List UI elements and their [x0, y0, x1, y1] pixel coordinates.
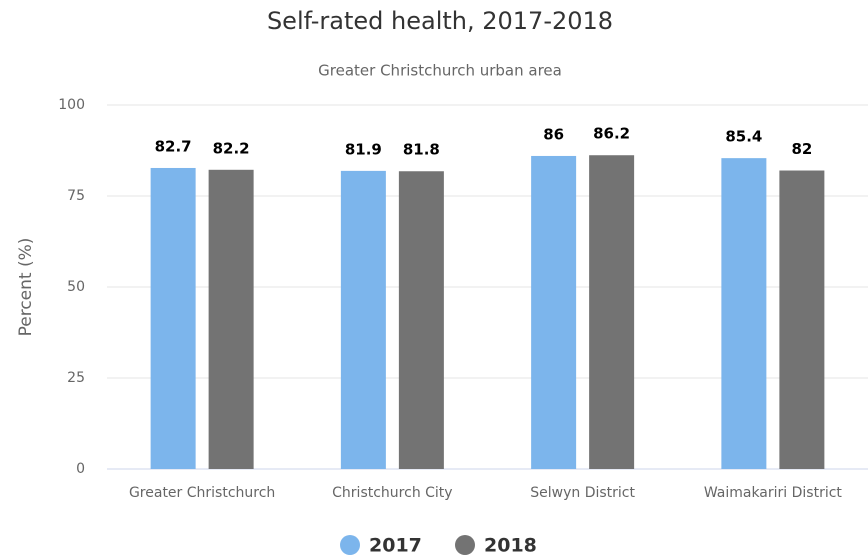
data-label: 86.2	[593, 125, 630, 143]
data-label: 86	[543, 125, 564, 143]
legend-label: 2018	[484, 535, 537, 557]
legend-marker	[340, 535, 360, 555]
y-tick-label: 75	[67, 188, 85, 204]
y-tick-label: 50	[67, 279, 85, 295]
legend-label: 2017	[369, 535, 422, 557]
bar	[340, 170, 386, 469]
y-tick-label: 25	[67, 370, 85, 386]
bar	[779, 170, 825, 469]
bar	[721, 158, 767, 470]
data-label: 85.4	[725, 128, 762, 146]
bar	[208, 169, 254, 470]
chart-title: Self-rated health, 2017-2018	[267, 7, 613, 35]
x-tick-label: Christchurch City	[332, 485, 452, 501]
y-axis-label: Percent (%)	[16, 238, 36, 337]
data-label: 81.8	[403, 141, 440, 159]
y-tick-label: 0	[76, 461, 85, 477]
x-tick-label: Waimakariri District	[704, 485, 843, 501]
chart-subtitle: Greater Christchurch urban area	[318, 62, 562, 80]
x-tick-label: Greater Christchurch	[129, 485, 275, 501]
data-label: 82.2	[213, 139, 250, 157]
y-tick-label: 100	[58, 97, 85, 113]
data-label: 81.9	[345, 140, 382, 158]
bar	[589, 155, 635, 469]
data-label: 82	[791, 140, 812, 158]
bar	[150, 167, 196, 470]
data-label: 82.7	[155, 137, 192, 155]
legend-marker	[455, 535, 475, 555]
x-tick-label: Selwyn District	[530, 485, 635, 501]
bar	[531, 155, 577, 469]
bar	[398, 171, 444, 470]
